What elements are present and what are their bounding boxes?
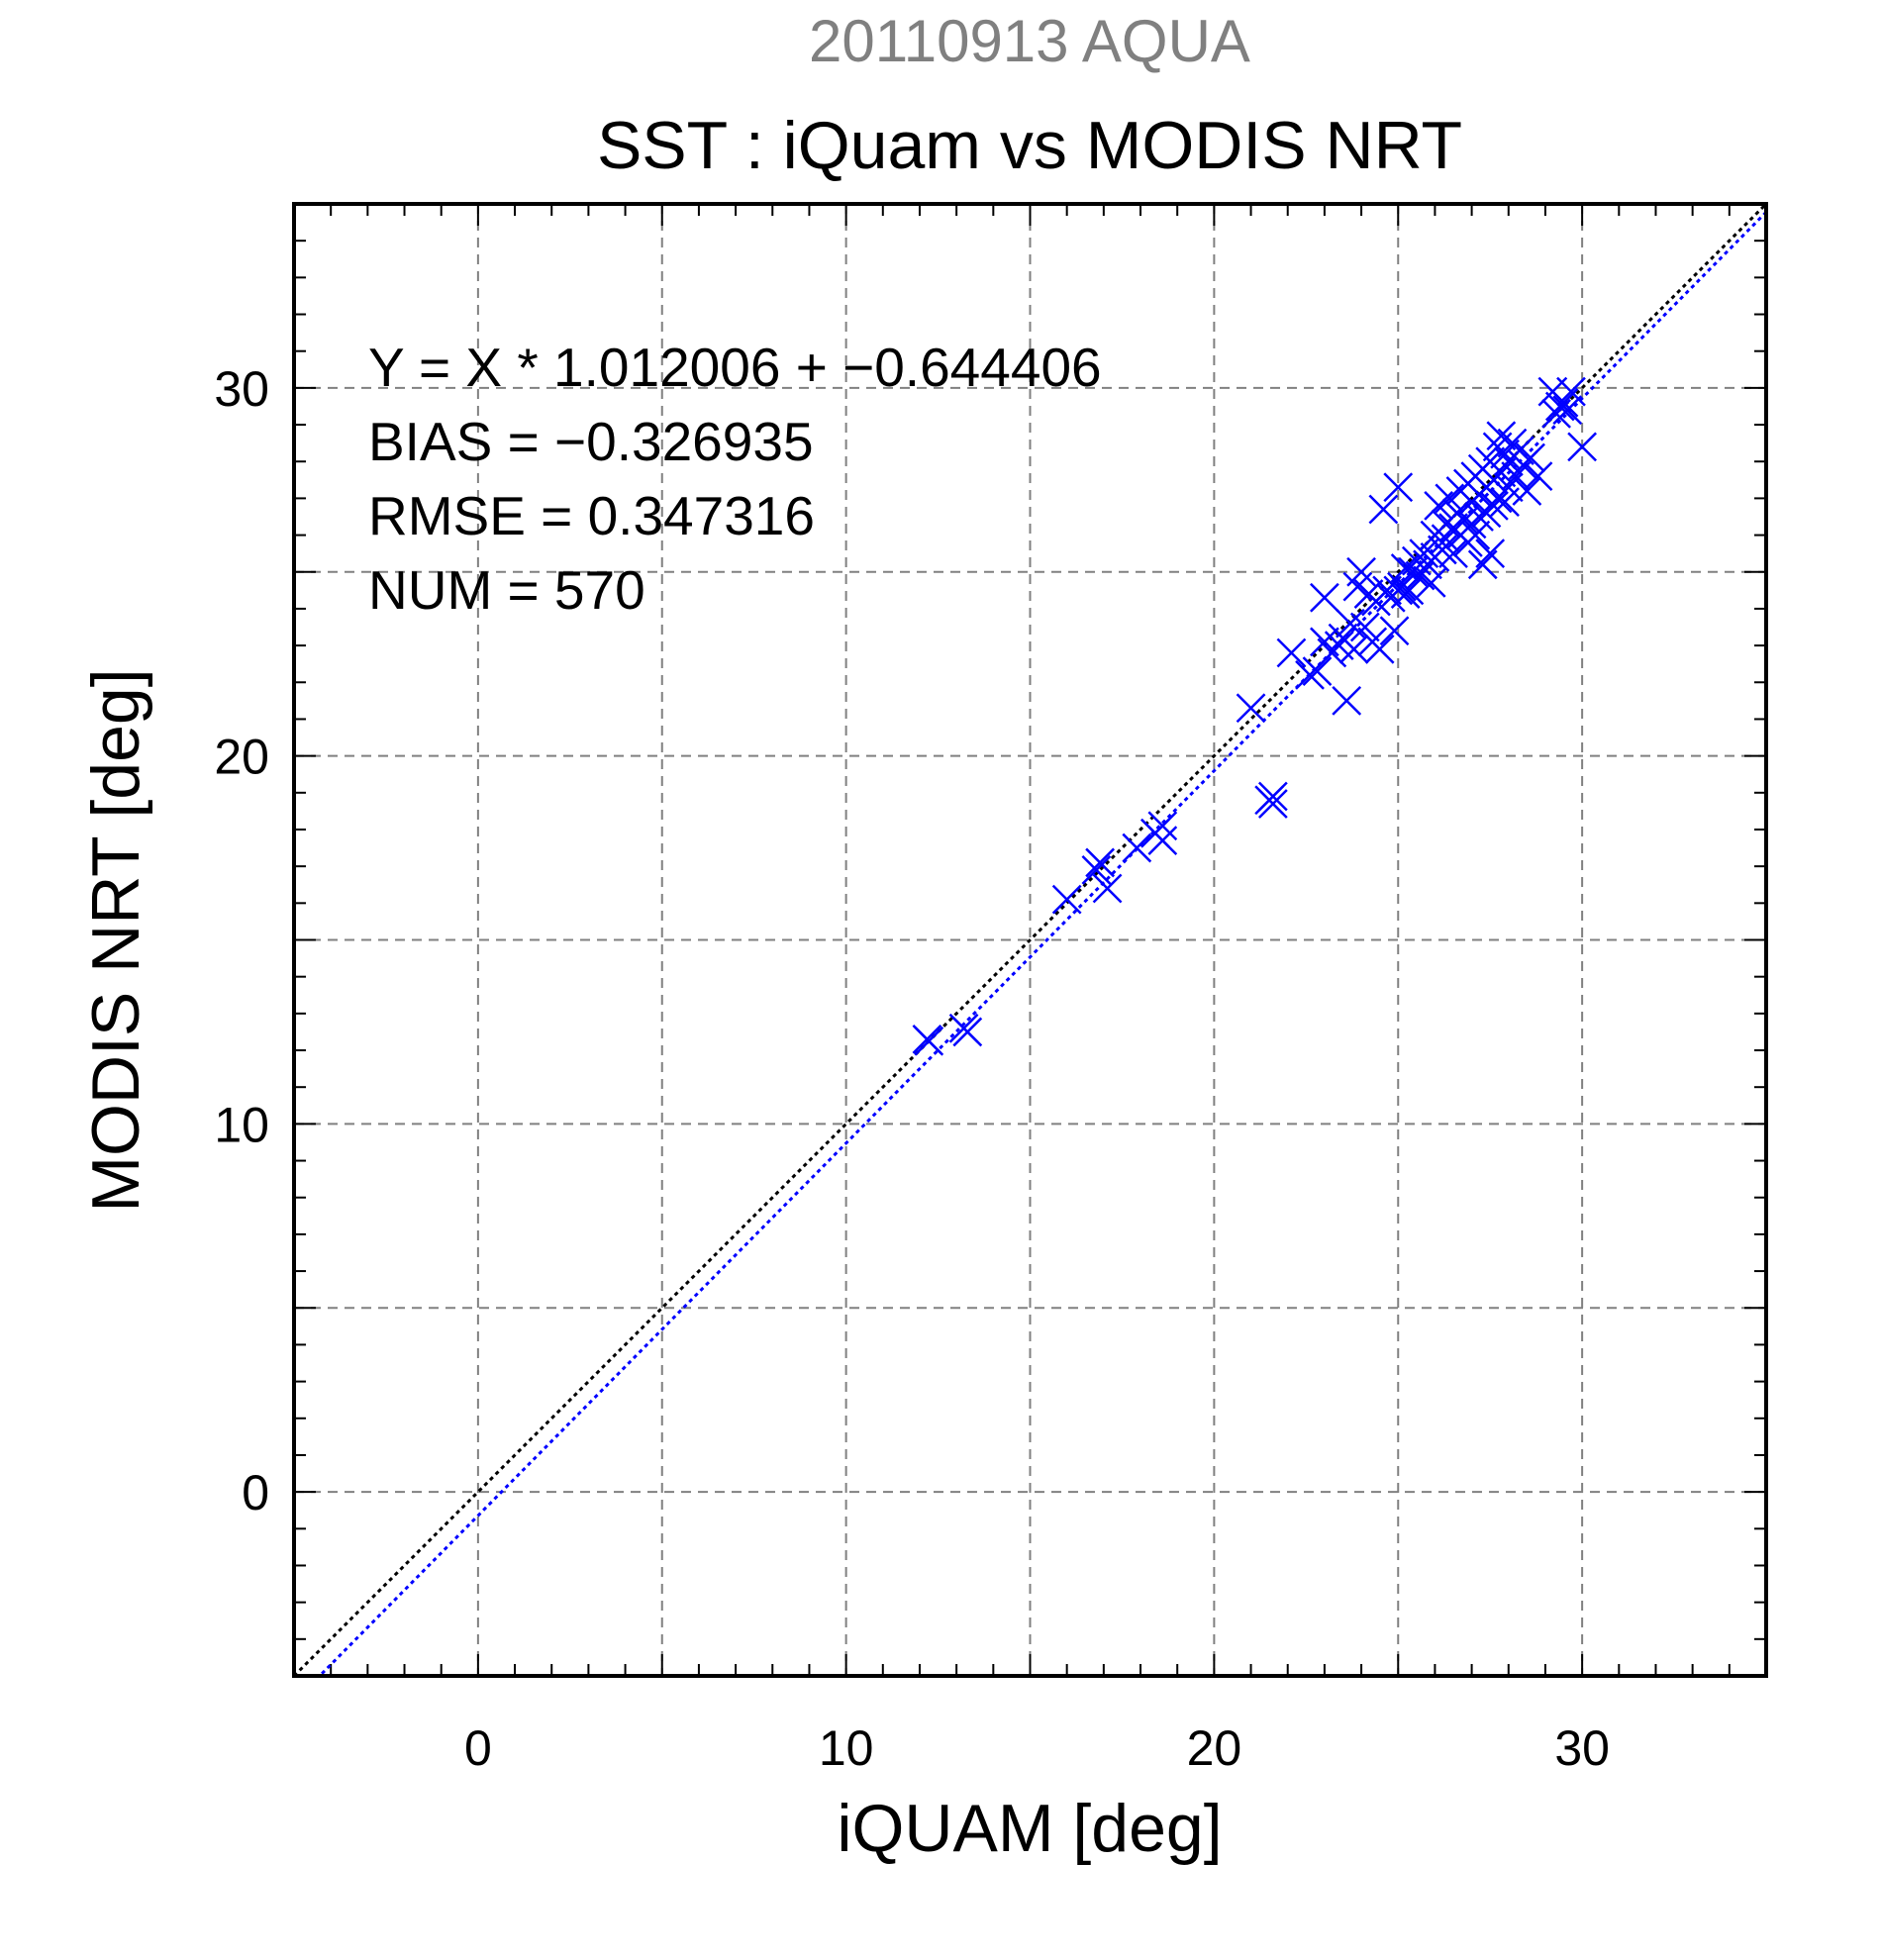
stats-equation: Y = X * 1.012006 + −0.644406 — [368, 337, 1102, 398]
data-point — [1427, 535, 1457, 565]
y-tick-label: 30 — [214, 361, 269, 417]
data-point — [1092, 873, 1123, 904]
data-point — [1460, 520, 1491, 550]
stats-num: NUM = 570 — [368, 559, 645, 621]
x-tick-label: 30 — [1554, 1720, 1610, 1776]
y-tick-label: 20 — [214, 730, 269, 785]
data-point — [1302, 656, 1333, 687]
stats-rmse: RMSE = 0.347316 — [368, 485, 815, 546]
data-point — [1349, 612, 1380, 642]
data-point — [1567, 432, 1598, 462]
data-point — [1416, 568, 1446, 598]
data-point — [1475, 539, 1506, 569]
data-point — [1398, 556, 1429, 587]
y-tick-label: 10 — [214, 1097, 269, 1152]
data-point — [1346, 556, 1376, 587]
data-point — [1383, 472, 1414, 503]
x-tick-label: 0 — [464, 1720, 492, 1776]
data-point — [1523, 461, 1553, 491]
data-point — [1147, 811, 1178, 841]
data-point — [952, 1017, 983, 1047]
data-point — [1368, 494, 1399, 525]
data-point — [1552, 395, 1583, 426]
data-point — [1364, 634, 1395, 664]
data-point — [914, 1026, 944, 1056]
data-point — [1556, 376, 1586, 407]
x-axis-label: iQUAM [deg] — [837, 1791, 1222, 1866]
grid-lines — [294, 204, 1766, 1676]
data-markers — [912, 376, 1598, 1056]
data-point — [1394, 575, 1425, 606]
regression-fit-line — [317, 211, 1766, 1676]
data-point — [1512, 476, 1542, 506]
data-point — [1438, 539, 1468, 569]
y-tick-label: 0 — [242, 1465, 269, 1520]
chart-title: SST : iQuam vs MODIS NRT — [597, 108, 1462, 183]
stats-bias: BIAS = −0.326935 — [368, 411, 814, 472]
x-tick-label: 10 — [819, 1720, 874, 1776]
chart-supertitle: 20110913 AQUA — [809, 8, 1250, 74]
data-point — [1479, 490, 1509, 521]
data-point — [1051, 884, 1082, 915]
data-point — [1409, 539, 1439, 569]
data-point — [1387, 571, 1417, 602]
data-point — [1081, 854, 1112, 885]
data-point — [1338, 634, 1369, 664]
data-point — [1147, 826, 1178, 856]
data-point — [1332, 685, 1362, 716]
stats-box: Y = X * 1.012006 + −0.644406 BIAS = −0.3… — [368, 337, 1102, 621]
plot-frame — [292, 202, 1768, 1678]
data-point — [1379, 616, 1410, 646]
y-tick-labels: 0 10 20 30 — [214, 361, 269, 1520]
data-point — [1257, 789, 1288, 819]
data-point — [1122, 833, 1152, 863]
y-axis-label: MODIS NRT [deg] — [78, 668, 153, 1212]
data-point — [1516, 442, 1545, 473]
data-point — [1276, 637, 1307, 668]
data-point — [1236, 693, 1266, 724]
data-point — [1257, 781, 1288, 812]
data-point — [1085, 847, 1116, 878]
x-tick-labels: 0 10 20 30 — [464, 1720, 1610, 1776]
data-point — [1310, 582, 1339, 613]
x-tick-label: 20 — [1187, 1720, 1242, 1776]
